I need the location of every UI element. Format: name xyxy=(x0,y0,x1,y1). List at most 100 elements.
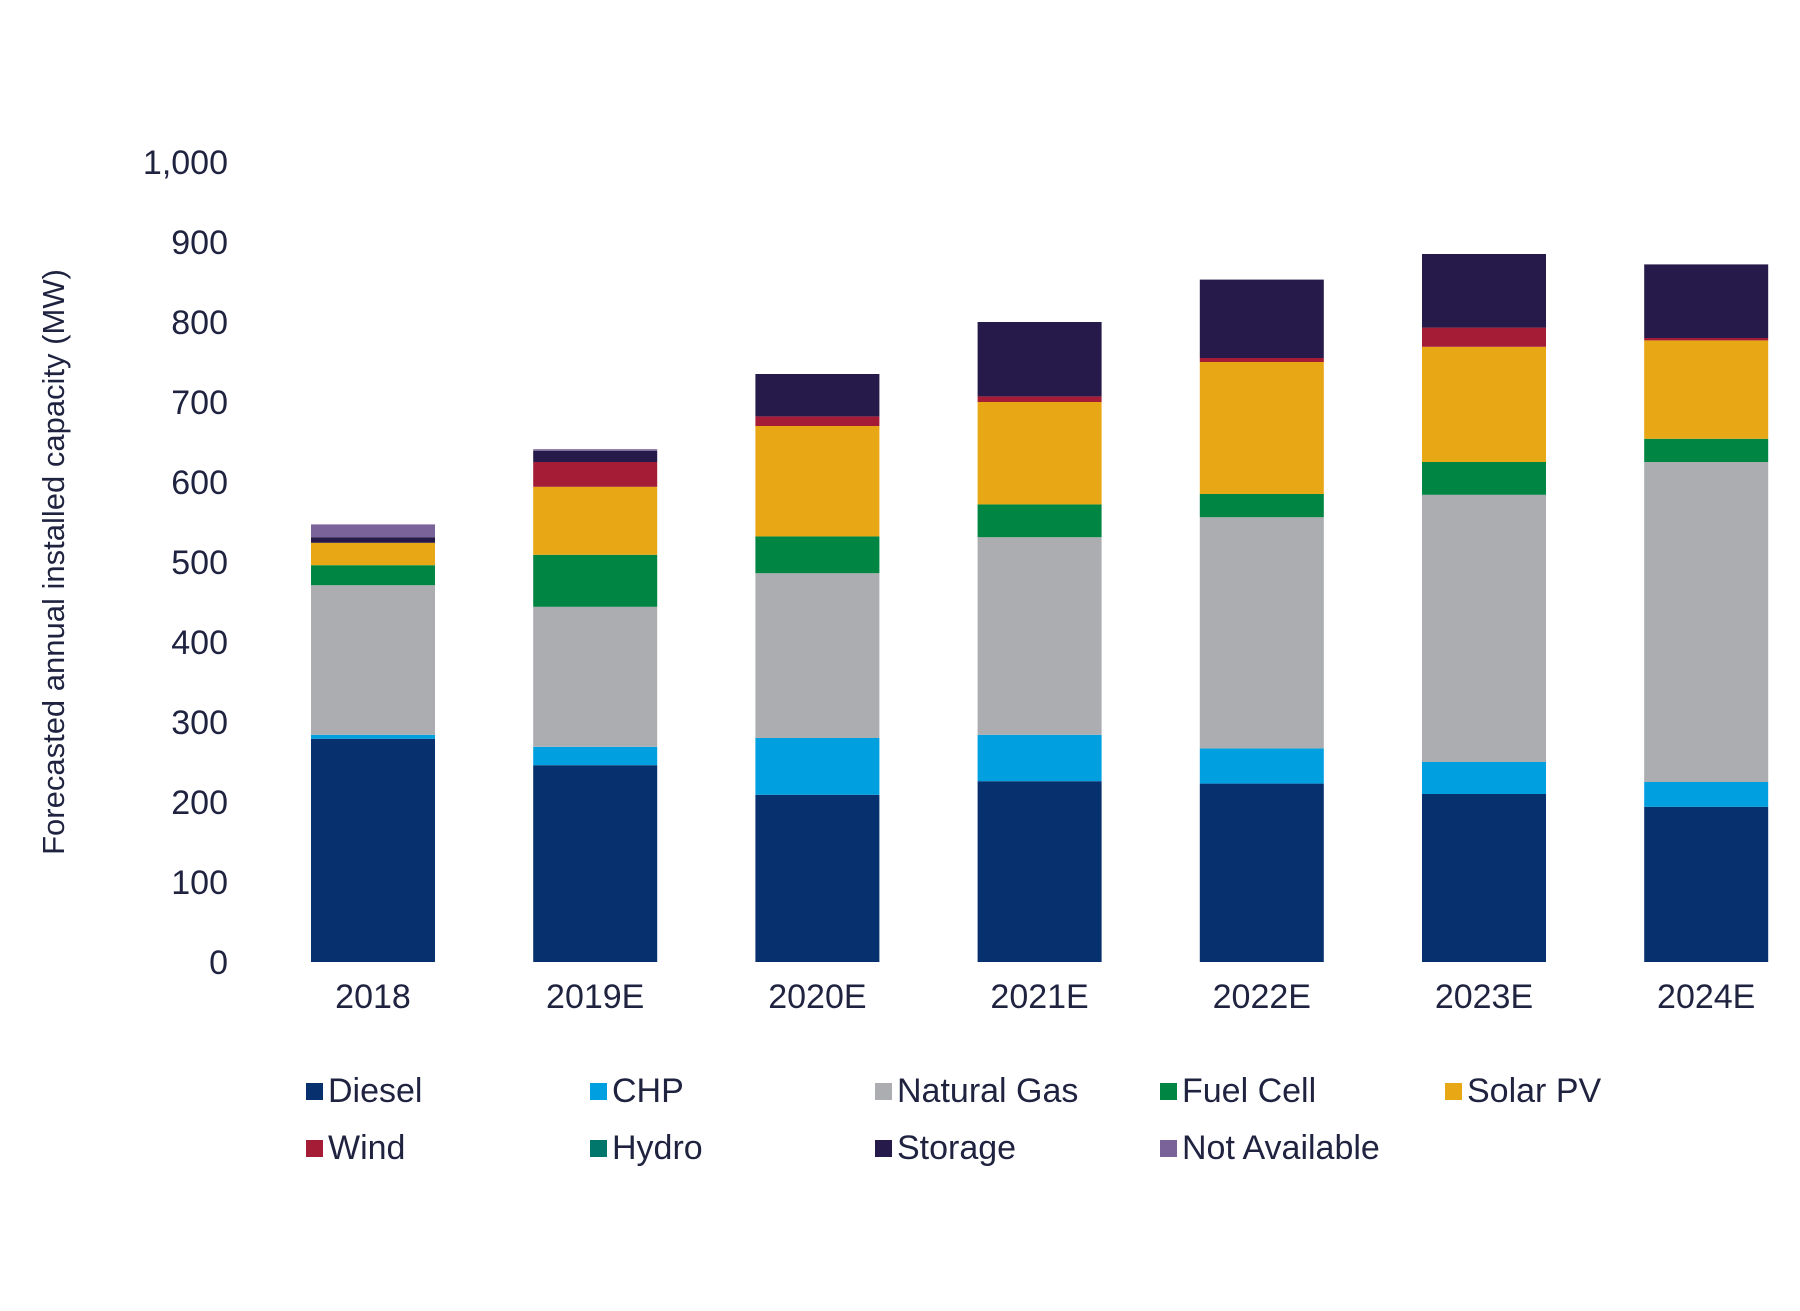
bar-segment-fuel-cell xyxy=(1199,494,1324,518)
y-tick-label: 900 xyxy=(171,224,228,262)
bar-segment-diesel xyxy=(1422,794,1546,962)
bar-segment-diesel xyxy=(977,781,1102,962)
x-tick-label: 2023E xyxy=(1435,978,1533,1016)
bar-segment-storage xyxy=(755,374,880,417)
legend-label: CHP xyxy=(612,1072,684,1110)
y-tick-label: 500 xyxy=(171,544,228,582)
bar-segment-solar-pv xyxy=(1199,362,1324,494)
x-axis-categories: 2018 2019E 2020E 2021E 2022E 2023E 2024E xyxy=(335,978,1755,1016)
x-tick-label: 2019E xyxy=(546,978,644,1016)
bar-segment-fuel-cell xyxy=(311,565,435,586)
legend-item-diesel: Diesel xyxy=(306,1072,422,1111)
bar-segment-natural-gas xyxy=(1199,517,1324,749)
bar-segment-fuel-cell xyxy=(755,536,880,574)
bar-segment-chp xyxy=(533,746,658,766)
legend-swatch xyxy=(1160,1140,1177,1157)
bar-segment-diesel xyxy=(1199,783,1324,962)
bar-stack-2023e xyxy=(1422,254,1546,962)
x-tick-label: 2022E xyxy=(1213,978,1311,1016)
bar-segment-storage xyxy=(977,322,1102,397)
x-tick-label: 2021E xyxy=(990,978,1088,1016)
bar-segment-storage xyxy=(1644,264,1769,338)
x-tick-label: 2018 xyxy=(335,978,411,1016)
legend-item-chp: CHP xyxy=(590,1072,684,1111)
bar-segment-natural-gas xyxy=(977,537,1102,735)
legend-swatch xyxy=(1160,1083,1177,1100)
bar-segment-fuel-cell xyxy=(1422,462,1546,495)
bar-stack-2024e xyxy=(1644,264,1769,962)
legend-item-fuel-cell: Fuel Cell xyxy=(1160,1072,1316,1111)
legend-item-wind: Wind xyxy=(306,1129,405,1168)
bar-segment-chp xyxy=(755,738,880,795)
bar-segment-fuel-cell xyxy=(1644,438,1769,462)
legend-label: Solar PV xyxy=(1467,1072,1602,1110)
bar-segment-solar-pv xyxy=(1422,346,1546,462)
bar-segment-solar-pv xyxy=(311,542,435,566)
legend-item-natural-gas: Natural Gas xyxy=(875,1072,1078,1111)
bar-segment-wind xyxy=(977,396,1102,402)
bar-segment-not-available xyxy=(311,524,435,538)
bar-stack-2020e xyxy=(755,374,880,962)
bar-segment-natural-gas xyxy=(1644,462,1769,782)
bar-segment-natural-gas xyxy=(533,606,658,747)
bar-segment-wind xyxy=(1199,358,1324,362)
bar-segment-chp xyxy=(1199,748,1324,784)
bar-segment-diesel xyxy=(1644,806,1769,962)
bar-segment-not-available xyxy=(533,449,658,451)
bar-segment-storage xyxy=(533,450,658,462)
bar-segment-chp xyxy=(1422,762,1546,794)
legend-item-hydro: Hydro xyxy=(590,1129,703,1168)
legend-label: Diesel xyxy=(328,1072,423,1110)
y-tick-label: 100 xyxy=(171,864,228,902)
legend-swatch xyxy=(590,1140,607,1157)
legend-swatch xyxy=(306,1083,323,1100)
bar-segment-solar-pv xyxy=(977,402,1102,505)
legend-label: Fuel Cell xyxy=(1182,1072,1317,1110)
bar-segment-solar-pv xyxy=(1644,340,1769,439)
bar-segment-wind xyxy=(533,462,658,487)
bar-segment-fuel-cell xyxy=(977,504,1102,538)
bar-segment-wind xyxy=(755,416,880,426)
bar-segment-natural-gas xyxy=(755,573,880,738)
y-tick-label: 0 xyxy=(209,944,228,982)
bar-stack-2018 xyxy=(311,524,435,962)
bar-stack-2022e xyxy=(1199,279,1324,962)
bar-stack-2019e xyxy=(533,449,658,962)
y-tick-label: 400 xyxy=(171,624,228,662)
legend-swatch xyxy=(875,1140,892,1157)
legend-label: Not Available xyxy=(1182,1129,1380,1167)
legend-swatch xyxy=(1445,1083,1462,1100)
bar-segment-storage xyxy=(1199,279,1324,358)
bar-segment-diesel xyxy=(755,794,880,962)
legend-item-solar-pv: Solar PV xyxy=(1445,1072,1601,1111)
y-tick-label: 200 xyxy=(171,784,228,822)
y-tick-label: 800 xyxy=(171,304,228,342)
x-tick-label: 2024E xyxy=(1657,978,1755,1016)
bar-segment-diesel xyxy=(533,765,658,962)
bars xyxy=(311,254,1769,962)
bar-segment-natural-gas xyxy=(311,585,435,735)
bar-segment-natural-gas xyxy=(1422,494,1546,762)
legend-item-not-available: Not Available xyxy=(1160,1129,1380,1168)
legend-label: Storage xyxy=(897,1129,1017,1167)
y-tick-label: 300 xyxy=(171,704,228,742)
y-axis-ticks: 0 100 200 300 400 500 600 700 800 900 1,000 xyxy=(143,144,228,982)
bar-segment-diesel xyxy=(311,738,435,962)
y-tick-label: 1,000 xyxy=(143,144,228,182)
bar-segment-solar-pv xyxy=(533,486,658,555)
bar-segment-solar-pv xyxy=(755,426,880,537)
bar-segment-fuel-cell xyxy=(533,554,658,607)
bar-segment-chp xyxy=(977,734,1102,782)
bar-segment-wind xyxy=(1422,327,1546,347)
bar-segment-storage xyxy=(311,537,435,543)
y-tick-label: 600 xyxy=(171,464,228,502)
bar-segment-chp xyxy=(311,734,435,739)
legend-label: Hydro xyxy=(612,1129,703,1167)
legend-swatch xyxy=(590,1083,607,1100)
x-tick-label: 2020E xyxy=(768,978,866,1016)
legend-swatch xyxy=(875,1083,892,1100)
legend-swatch xyxy=(306,1140,323,1157)
bar-stack-2021e xyxy=(977,322,1102,962)
legend-item-storage: Storage xyxy=(875,1129,1016,1168)
legend-label: Natural Gas xyxy=(897,1072,1079,1110)
